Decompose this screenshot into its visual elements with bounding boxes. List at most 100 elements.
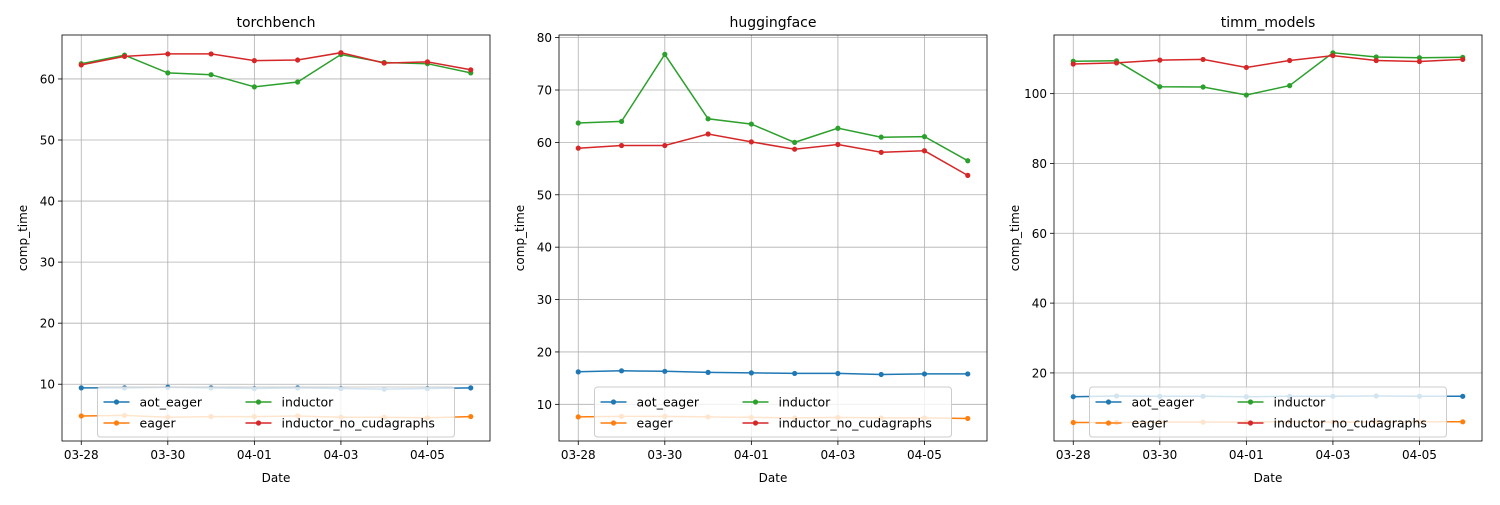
legend-label: eager: [1132, 416, 1169, 431]
data-point-inductor: [1157, 84, 1163, 90]
data-point-inductor: [878, 134, 884, 140]
legend-label: inductor_no_cudagraphs: [282, 416, 435, 431]
data-point-inductor: [208, 72, 214, 78]
legend-label: aot_eager: [1132, 395, 1195, 410]
chart-panel-huggingface: 03-28 03-30 04-01 04-03 04-05 10 20 30 40 50 60 70 8…: [513, 15, 988, 485]
data-point-inductor-no-cudagraphs: [295, 57, 301, 63]
data-point-aot-eager: [835, 370, 841, 377]
chart-title: timm_models: [1221, 15, 1316, 31]
y-axis-label: comp_time: [16, 205, 30, 271]
legend-item-eager: eager: [600, 416, 674, 431]
x-tick-label: 03-30: [150, 448, 185, 462]
legend-label: inductor_no_cudagraphs: [779, 416, 932, 431]
data-point-inductor: [1200, 84, 1206, 90]
legend-item-inductor: inductor: [1237, 395, 1327, 410]
data-point-inductor-no-cudagraphs: [1287, 57, 1293, 64]
x-tick-label: 04-03: [323, 448, 358, 462]
y-tick-label: 50: [537, 188, 552, 202]
data-point-inductor-no-cudagraphs: [1330, 52, 1336, 59]
y-tick-label: 20: [40, 317, 55, 331]
series-line-aot-eager: [578, 370, 968, 376]
legend-item-inductor-no-cudagraphs: inductor_no_cudagraphs: [742, 416, 932, 431]
x-axis-label: Date: [759, 471, 788, 485]
y-tick-label: 20: [1032, 366, 1047, 380]
legend-swatch-marker: [1247, 399, 1254, 405]
x-axis-label: Date: [262, 471, 291, 485]
y-tick-label: 40: [537, 241, 552, 255]
data-point-inductor: [835, 125, 841, 131]
y-tick-label: 70: [537, 84, 552, 98]
x-axis-label: Date: [1254, 471, 1283, 485]
data-point-inductor-no-cudagraphs: [921, 148, 928, 154]
y-tick-label: 10: [40, 378, 55, 392]
data-point-inductor: [251, 84, 257, 90]
data-point-inductor-no-cudagraphs: [1070, 61, 1076, 67]
data-point-inductor: [748, 121, 754, 127]
data-point-inductor: [1287, 83, 1293, 89]
y-axis-label: comp_time: [1008, 205, 1022, 271]
legend-swatch-marker: [752, 399, 759, 405]
legend-item-eager: eager: [1095, 416, 1169, 431]
data-point-inductor-no-cudagraphs: [965, 172, 971, 178]
data-point-aot-eager: [575, 369, 581, 375]
series-line-inductor-no-cudagraphs: [1073, 54, 1463, 69]
data-point-inductor-no-cudagraphs: [748, 139, 754, 145]
data-point-eager: [965, 415, 971, 422]
data-point-inductor-no-cudagraphs: [165, 51, 171, 57]
legend-label: inductor: [1274, 395, 1327, 410]
data-point-inductor-no-cudagraphs: [1157, 57, 1163, 63]
data-point-aot-eager: [1070, 394, 1076, 400]
x-tick-label: 04-03: [820, 448, 855, 462]
data-point-inductor-no-cudagraphs: [208, 51, 214, 57]
x-tick-label: 04-05: [410, 448, 445, 462]
data-point-aot-eager: [618, 368, 625, 374]
data-point-inductor-no-cudagraphs: [835, 141, 841, 148]
x-tick-label: 04-03: [1315, 448, 1350, 462]
data-point-eager: [78, 413, 84, 419]
legend-swatch-marker: [610, 420, 617, 426]
legend-swatch-marker: [752, 420, 759, 426]
legend-label: inductor_no_cudagraphs: [1274, 416, 1427, 431]
legend-label: inductor: [779, 395, 832, 410]
legend-swatch-marker: [1105, 399, 1112, 405]
data-point-inductor: [1243, 92, 1249, 98]
legend-swatch-marker: [255, 420, 262, 426]
data-point-inductor-no-cudagraphs: [1416, 58, 1423, 65]
data-point-inductor: [618, 118, 625, 125]
legend-item-aot-eager: aot_eager: [600, 395, 700, 410]
plot-frame: [61, 34, 491, 442]
data-point-aot-eager: [78, 385, 84, 391]
series-line-inductor: [578, 53, 969, 162]
data-point-aot-eager: [921, 371, 928, 377]
data-point-inductor-no-cudagraphs: [468, 67, 474, 73]
data-point-inductor-no-cudagraphs: [121, 53, 128, 59]
data-point-aot-eager: [662, 368, 668, 374]
x-tick-label: 04-01: [734, 448, 769, 462]
legend-label: aot_eager: [140, 395, 203, 410]
x-tick-label: 03-28: [561, 448, 596, 462]
x-tick-label: 03-30: [1142, 448, 1177, 462]
legend-label: eager: [140, 416, 177, 431]
data-point-inductor-no-cudagraphs: [251, 58, 257, 64]
data-point-eager: [1460, 419, 1466, 425]
data-point-inductor: [165, 70, 171, 76]
legend-label: eager: [637, 416, 674, 431]
data-point-inductor-no-cudagraphs: [1460, 56, 1466, 63]
legend-swatch-marker: [113, 420, 120, 426]
x-tick-label: 04-05: [907, 448, 942, 462]
data-point-inductor: [295, 79, 301, 85]
data-point-inductor: [1416, 55, 1423, 61]
data-point-inductor-no-cudagraphs: [618, 142, 625, 149]
x-tick-label: 04-05: [1402, 448, 1437, 462]
y-tick-label: 100: [1024, 87, 1047, 101]
data-point-aot-eager: [878, 371, 884, 378]
data-point-aot-eager: [965, 371, 971, 377]
legend-swatch-marker: [610, 399, 617, 405]
series-line-inductor-no-cudagraphs: [578, 133, 969, 177]
series-line-inductor: [1073, 52, 1463, 96]
x-tick-label: 04-01: [237, 448, 272, 462]
y-tick-label: 10: [537, 398, 552, 412]
legend-swatch-marker: [255, 399, 262, 405]
y-tick-label: 80: [537, 31, 552, 45]
